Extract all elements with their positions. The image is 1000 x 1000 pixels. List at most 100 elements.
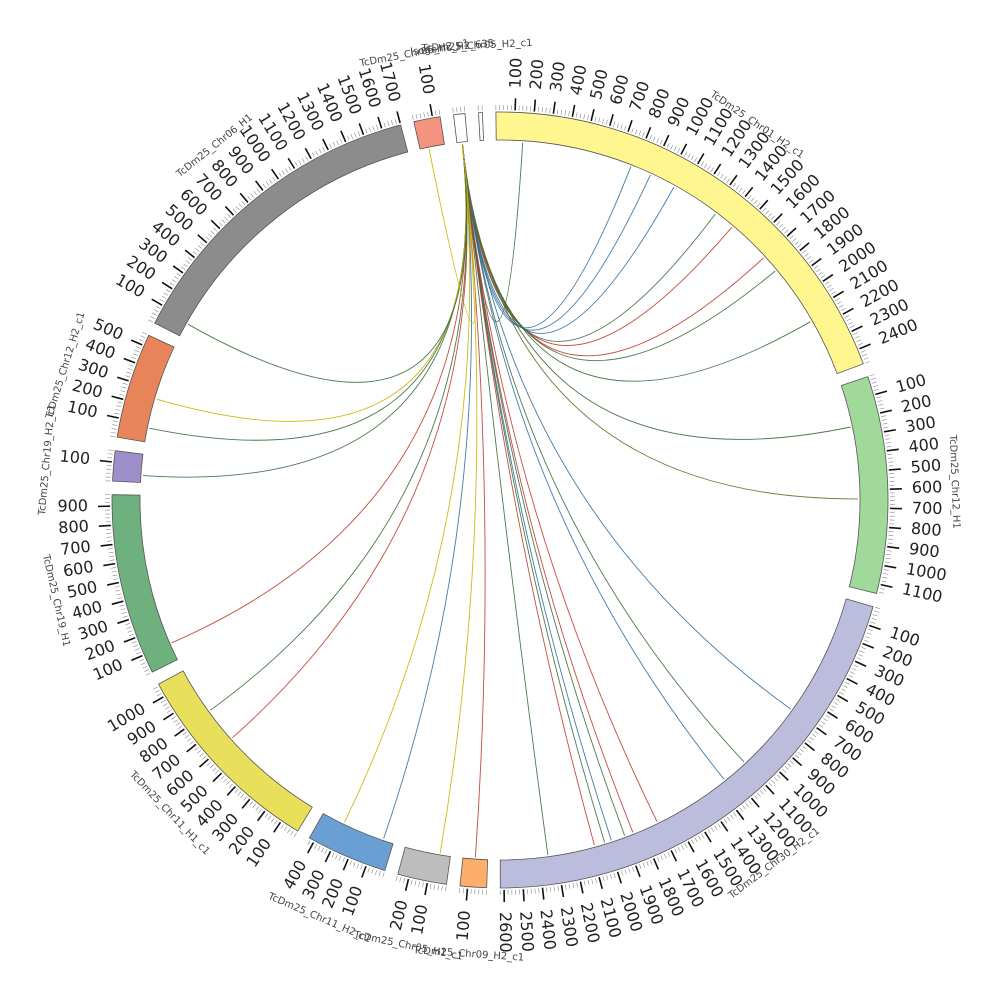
major-tick (99, 459, 112, 463)
major-tick (307, 842, 315, 854)
minor-tick (776, 774, 781, 779)
minor-tick (710, 167, 714, 173)
tick-label: 800 (910, 519, 942, 540)
minor-tick (247, 195, 252, 201)
major-tick (270, 168, 280, 180)
minor-tick (809, 259, 814, 263)
minor-tick (546, 887, 548, 893)
tick-label: 500 (910, 455, 942, 476)
minor-tick (787, 763, 792, 768)
major-tick (720, 820, 729, 832)
major-tick (875, 390, 888, 396)
minor-tick (587, 114, 589, 120)
minor-tick (423, 112, 425, 118)
minor-tick (122, 382, 128, 385)
minor-tick (110, 435, 116, 438)
major-tick (704, 831, 712, 843)
tick-label: 600 (912, 477, 943, 497)
minor-tick (399, 877, 402, 883)
minor-tick (142, 331, 148, 335)
minor-tick (545, 107, 547, 113)
minor-tick (368, 127, 371, 133)
major-tick (799, 242, 810, 252)
minor-tick (779, 224, 784, 228)
minor-tick (579, 113, 582, 119)
segment-tcdm25-chr19-h1: 100200300400500600700800900TcDm25_Chr19_… (40, 494, 178, 684)
minor-tick (294, 162, 299, 167)
minor-tick (568, 111, 570, 117)
minor-tick (188, 257, 193, 261)
minor-tick (156, 693, 162, 697)
minor-tick (848, 674, 854, 678)
link-23 (383, 143, 472, 839)
major-tick (786, 227, 797, 237)
minor-tick (360, 864, 363, 870)
minor-tick (553, 886, 555, 892)
minor-tick (605, 119, 608, 125)
minor-tick (153, 686, 158, 690)
minor-tick (701, 833, 705, 839)
major-tick (404, 878, 410, 891)
minor-tick (781, 226, 786, 231)
minor-tick (208, 233, 213, 238)
major-tick (662, 134, 670, 147)
minor-tick (809, 736, 814, 741)
minor-tick (112, 574, 118, 577)
segment-tcdm25-chr30-h2-c1: 1002003004005006007008009001000110012001… (496, 598, 922, 953)
minor-tick (565, 884, 567, 890)
minor-tick (794, 754, 800, 759)
minor-tick (250, 193, 255, 198)
segment-arc-tcdm25-chr06-h1 (154, 124, 409, 337)
minor-tick (410, 879, 413, 885)
minor-tick (871, 617, 877, 621)
minor-tick (575, 112, 578, 118)
minor-tick (872, 614, 878, 617)
major-tick (465, 888, 469, 901)
minor-tick (112, 424, 118, 426)
minor-tick (841, 688, 846, 692)
major-tick (254, 180, 264, 191)
minor-tick (883, 569, 889, 571)
minor-tick (850, 671, 855, 675)
major-tick (560, 884, 565, 898)
segment-arc-tcdm25-chr12-h2-c1 (116, 334, 175, 443)
minor-tick (271, 817, 275, 823)
minor-tick (754, 795, 758, 800)
minor-tick (842, 685, 848, 689)
minor-tick (350, 134, 354, 139)
link-19 (461, 143, 595, 846)
minor-tick (804, 253, 809, 257)
tick-label: 900 (908, 539, 941, 562)
major-tick (779, 771, 789, 781)
minor-tick (274, 820, 278, 825)
minor-tick (681, 845, 685, 850)
minor-tick (140, 662, 146, 665)
minor-tick (831, 291, 836, 295)
link-14 (461, 143, 658, 822)
minor-tick (742, 805, 746, 810)
minor-tick (879, 407, 885, 410)
link-11 (461, 143, 791, 710)
minor-tick (883, 426, 889, 429)
minor-tick (371, 868, 374, 874)
major-tick (886, 448, 899, 452)
major-tick (713, 163, 722, 175)
minor-tick (195, 248, 200, 252)
minor-tick (201, 755, 207, 760)
minor-tick (717, 823, 721, 828)
link-6 (461, 143, 764, 357)
minor-tick (797, 751, 802, 756)
minor-tick (865, 361, 870, 364)
major-tick (579, 881, 584, 894)
major-tick (106, 414, 119, 419)
minor-tick (120, 390, 126, 393)
minor-tick (285, 168, 289, 173)
minor-tick (171, 716, 176, 720)
minor-tick (768, 782, 773, 787)
minor-tick (307, 840, 311, 846)
major-tick (846, 677, 858, 685)
minor-tick (882, 576, 888, 579)
minor-tick (177, 725, 183, 730)
major-tick (868, 624, 881, 631)
minor-tick (663, 853, 667, 859)
